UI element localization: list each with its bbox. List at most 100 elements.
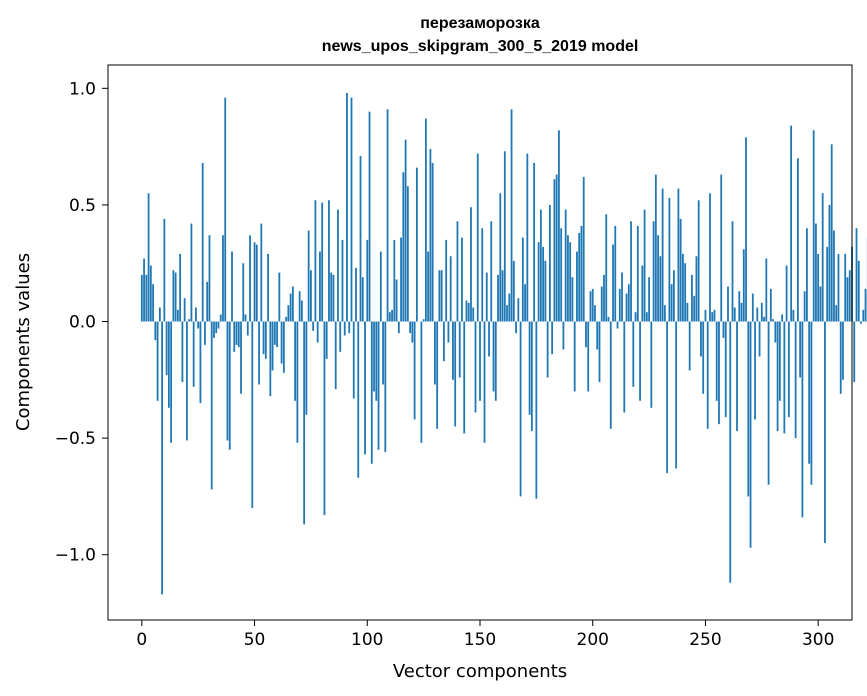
y-tick-label: −0.5 xyxy=(55,429,96,449)
bar-239 xyxy=(679,218,682,322)
bar-51 xyxy=(255,244,258,322)
bar-54 xyxy=(262,321,265,355)
bar-116 xyxy=(402,172,405,322)
bar-126 xyxy=(424,118,427,322)
bar-229 xyxy=(657,235,660,322)
bar-30 xyxy=(208,235,211,322)
bar-28 xyxy=(204,321,206,345)
bar-62 xyxy=(280,321,283,364)
bar-121 xyxy=(413,321,416,420)
bar-240 xyxy=(682,253,684,322)
bar-144 xyxy=(465,300,468,322)
bar-289 xyxy=(792,309,795,322)
bar-245 xyxy=(693,295,696,322)
bar-93 xyxy=(350,97,353,322)
bar-192 xyxy=(573,321,576,392)
bar-260 xyxy=(727,286,729,322)
bar-285 xyxy=(783,321,786,434)
bar-40 xyxy=(231,251,233,322)
bar-77 xyxy=(314,200,317,322)
bar-97 xyxy=(359,155,362,322)
bar-81 xyxy=(323,321,326,516)
bar-277 xyxy=(765,258,768,322)
bar-180 xyxy=(546,321,549,378)
bar-164 xyxy=(510,109,513,322)
bar-232 xyxy=(663,305,666,322)
bar-265 xyxy=(738,291,741,322)
bar-74 xyxy=(307,230,310,322)
bar-238 xyxy=(677,188,680,322)
bar-6 xyxy=(154,321,157,341)
bar-221 xyxy=(639,321,641,401)
bar-274 xyxy=(758,321,761,357)
bar-89 xyxy=(341,239,344,322)
bar-251 xyxy=(706,321,709,429)
bar-79 xyxy=(319,251,321,322)
bar-21 xyxy=(188,319,191,322)
bar-278 xyxy=(767,321,770,485)
bar-37 xyxy=(224,97,227,322)
bar-203 xyxy=(598,321,601,383)
bar-80 xyxy=(321,202,324,322)
bar-321 xyxy=(864,288,867,322)
bar-17 xyxy=(179,253,182,322)
bar-213 xyxy=(621,272,623,322)
bar-5 xyxy=(152,284,154,322)
bar-249 xyxy=(702,321,705,394)
bar-253 xyxy=(711,312,714,322)
bar-138 xyxy=(452,321,454,380)
bar-276 xyxy=(763,316,765,322)
bar-95 xyxy=(355,267,357,322)
y-axis-label: Components values xyxy=(13,253,34,431)
bar-104 xyxy=(375,321,378,401)
bar-226 xyxy=(650,321,653,408)
bar-0 xyxy=(140,274,143,322)
bar-178 xyxy=(542,246,545,322)
bar-4 xyxy=(149,265,152,322)
bar-12 xyxy=(167,321,170,408)
bar-269 xyxy=(747,321,750,497)
bar-250 xyxy=(704,309,707,322)
bar-56 xyxy=(267,253,269,322)
bar-26 xyxy=(199,321,202,404)
y-tick-label: 0.0 xyxy=(69,313,96,333)
bar-263 xyxy=(733,307,736,322)
bar-187 xyxy=(562,321,565,350)
bar-11 xyxy=(165,321,168,376)
bar-319 xyxy=(860,321,862,324)
bar-3 xyxy=(147,193,150,322)
bar-302 xyxy=(821,193,824,322)
bar-133 xyxy=(440,270,443,322)
bar-42 xyxy=(235,321,238,345)
bar-204 xyxy=(600,286,603,322)
bar-78 xyxy=(316,321,319,343)
bar-14 xyxy=(172,270,175,322)
bar-19 xyxy=(183,298,186,322)
bar-317 xyxy=(855,228,858,322)
bar-199 xyxy=(589,291,592,322)
bar-103 xyxy=(373,321,375,392)
bars-group xyxy=(140,92,867,595)
bar-294 xyxy=(803,291,806,322)
bar-235 xyxy=(670,284,673,322)
bar-105 xyxy=(377,321,380,450)
bar-307 xyxy=(833,230,835,322)
bar-145 xyxy=(467,302,470,322)
bar-181 xyxy=(548,204,551,322)
bar-55 xyxy=(264,321,267,359)
bar-179 xyxy=(544,260,547,322)
bar-9 xyxy=(161,321,164,595)
bar-71 xyxy=(300,300,303,322)
bar-139 xyxy=(454,321,457,427)
bar-264 xyxy=(736,321,738,432)
bar-167 xyxy=(517,298,520,322)
bar-183 xyxy=(553,179,556,322)
bar-306 xyxy=(830,144,833,322)
bar-224 xyxy=(645,312,648,322)
bar-280 xyxy=(772,319,774,322)
bar-63 xyxy=(282,321,285,373)
bar-64 xyxy=(285,316,288,322)
bar-210 xyxy=(614,225,617,322)
bar-258 xyxy=(722,321,725,338)
